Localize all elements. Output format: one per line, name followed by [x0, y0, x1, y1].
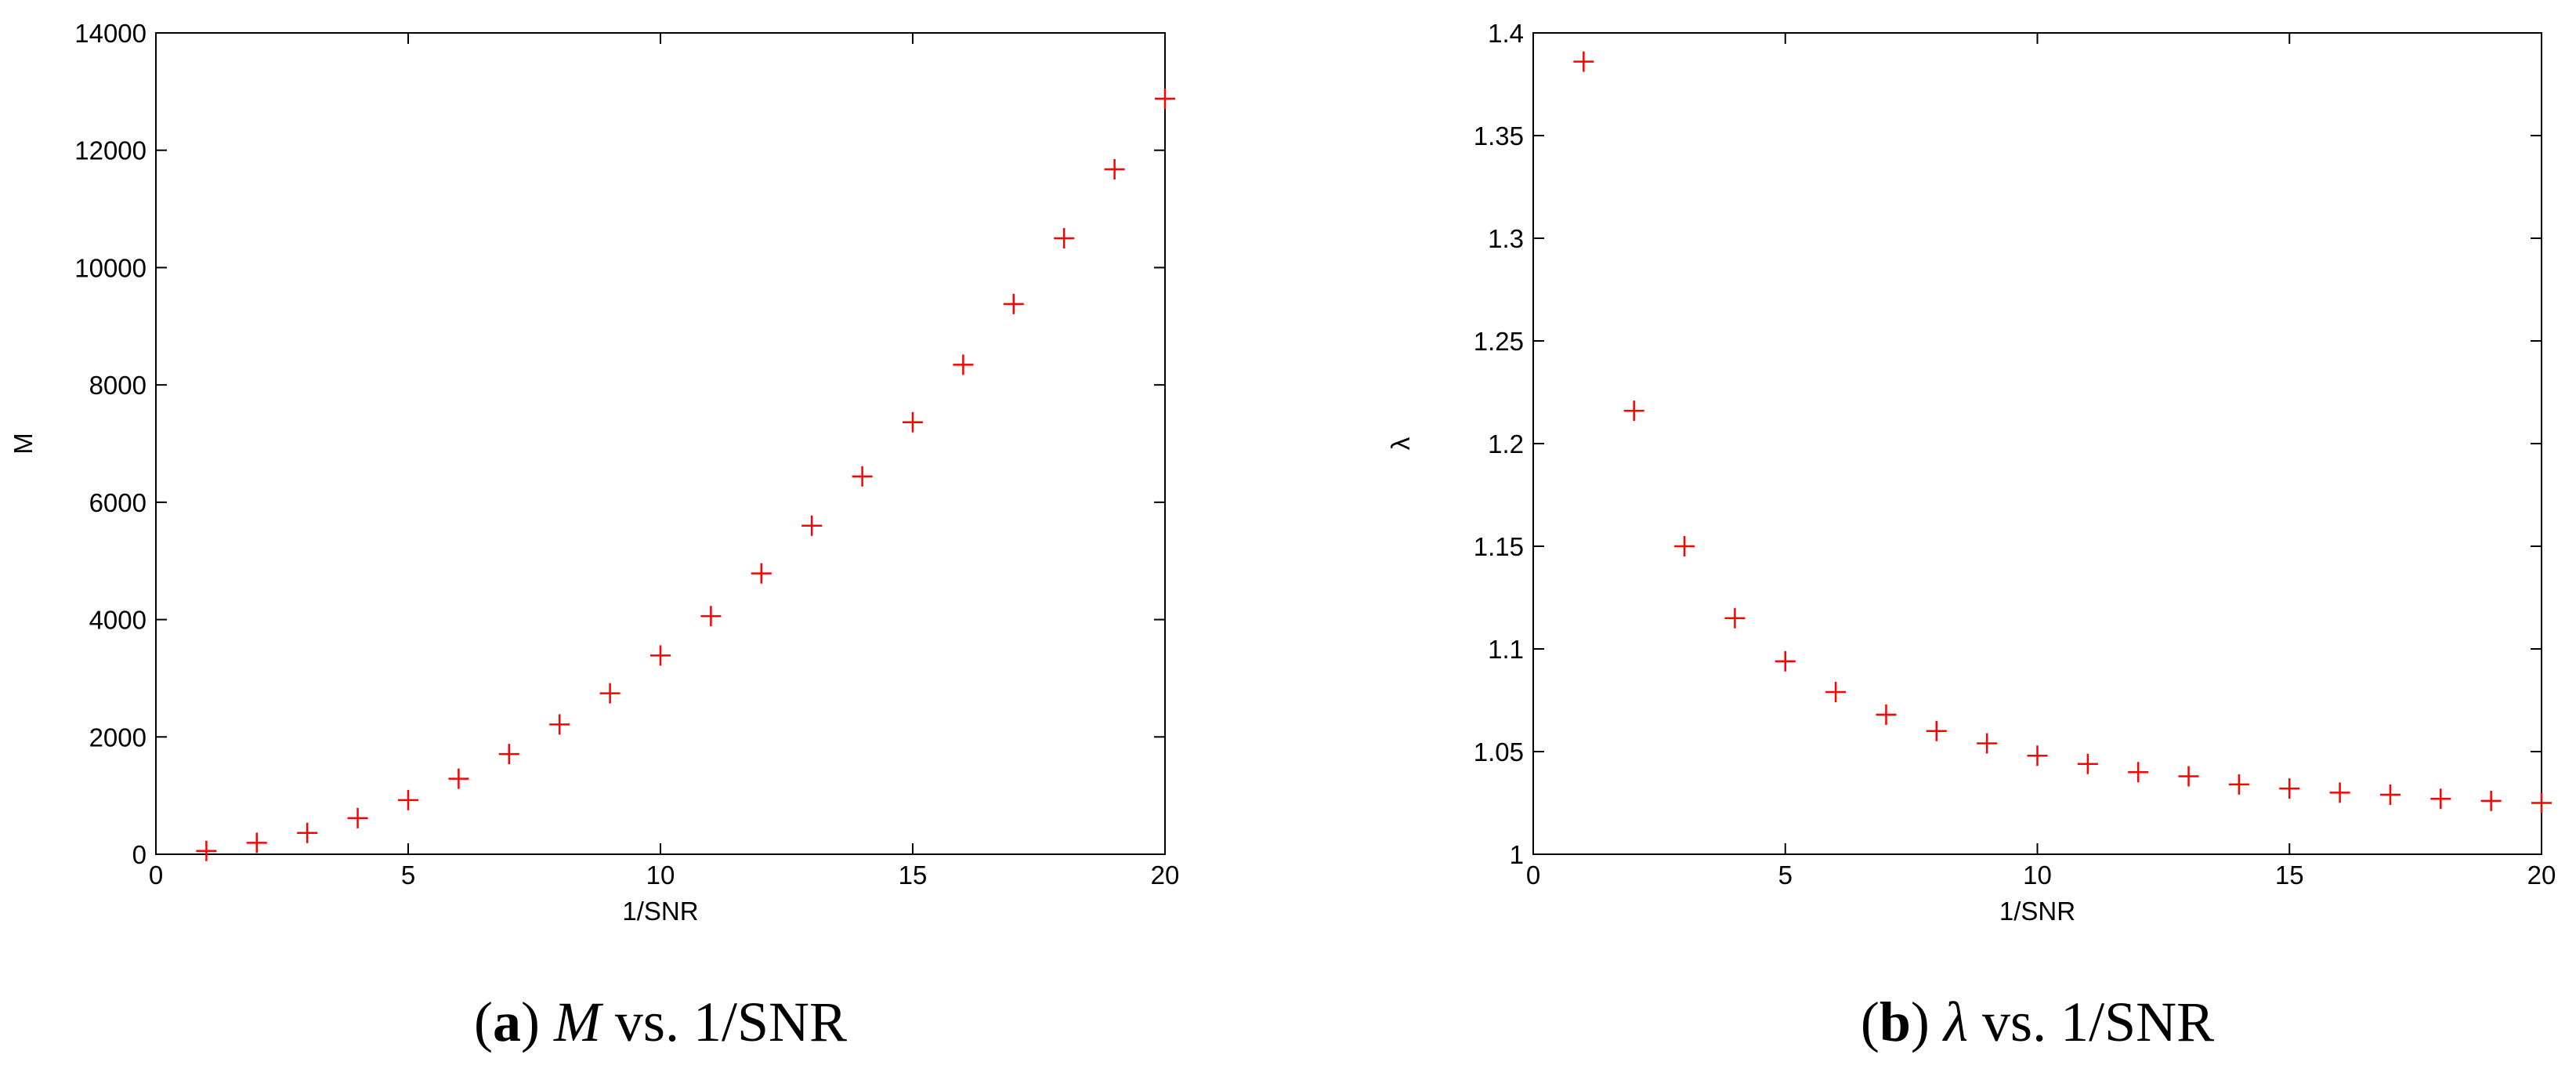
- point: [448, 768, 469, 789]
- plot-area: [155, 32, 1166, 855]
- x-tick-label: 0: [149, 861, 163, 890]
- y-tick-label: 0: [132, 840, 147, 869]
- y-axis-label: λ: [1386, 437, 1415, 450]
- point: [1977, 733, 1998, 754]
- point: [246, 832, 267, 853]
- y-tick-label: 1.2: [1488, 429, 1524, 458]
- plot-area: [1532, 32, 2542, 855]
- point: [196, 840, 217, 861]
- y-tick-label: 2000: [89, 723, 147, 752]
- point: [852, 466, 873, 487]
- caption-part: ): [521, 991, 554, 1053]
- point: [953, 354, 974, 375]
- point: [2480, 790, 2502, 811]
- caption-part: (: [474, 991, 493, 1053]
- x-tick-label: 20: [2527, 861, 2556, 890]
- x-tick-label: 10: [646, 861, 675, 890]
- point: [347, 807, 368, 828]
- y-tick-label: 1.35: [1474, 121, 1524, 150]
- caption-part: (: [1861, 991, 1880, 1053]
- chart: 0 5 10 15 20 1 1.05 1.1 1.15 1.2 1.25 1.3 1.35 1.4 1/S…: [1386, 19, 2556, 1053]
- y-tick-label: 12000: [74, 136, 147, 165]
- point: [1104, 158, 1125, 179]
- point: [1003, 293, 1024, 314]
- point: [1724, 607, 1746, 629]
- caption-part: M: [553, 991, 604, 1053]
- point: [1825, 682, 1847, 703]
- y-tick-label: 1.1: [1488, 635, 1524, 664]
- point: [1775, 650, 1796, 672]
- point: [398, 789, 418, 810]
- caption-part: λ: [1942, 991, 1968, 1053]
- caption-part: vs. 1/SNR: [1968, 991, 2214, 1053]
- chart: 0 5 10 15 20 0 2000 4000 6000 8000 10000 12000 14000…: [9, 19, 1179, 1053]
- point: [1926, 720, 1947, 741]
- point: [903, 411, 923, 433]
- point: [2279, 778, 2300, 799]
- point: [1674, 536, 1695, 556]
- point: [2228, 774, 2249, 795]
- point: [801, 515, 823, 536]
- point: [2178, 766, 2199, 787]
- y-tick-label: 4000: [89, 606, 147, 635]
- point: [2329, 782, 2350, 803]
- point: [1573, 51, 1594, 72]
- x-tick-label: 10: [2023, 861, 2052, 890]
- y-tick-label: 1.05: [1474, 737, 1524, 766]
- x-tick-label: 5: [1778, 861, 1793, 890]
- caption-part: b: [1880, 991, 1911, 1053]
- point: [297, 822, 318, 843]
- y-tick-label: 1.4: [1488, 19, 1524, 48]
- point: [549, 714, 570, 735]
- point: [700, 606, 722, 627]
- point: [599, 683, 620, 704]
- caption: (b) λ vs. 1/SNR: [1861, 991, 2214, 1053]
- y-tick-label: 6000: [89, 488, 147, 517]
- y-tick-label: 1.25: [1474, 327, 1524, 356]
- y-tick-label: 10000: [74, 253, 147, 282]
- point: [751, 563, 772, 584]
- y-tick-label: 8000: [89, 371, 147, 400]
- x-tick-label: 5: [401, 861, 415, 890]
- y-axis-label: M: [9, 433, 38, 455]
- x-tick-label: 20: [1151, 861, 1180, 890]
- point: [2379, 785, 2401, 806]
- point: [2430, 788, 2451, 810]
- point: [650, 645, 671, 666]
- caption-part: vs. 1/SNR: [601, 991, 847, 1053]
- caption-part: ): [1911, 991, 1944, 1053]
- point: [1876, 704, 1897, 725]
- point: [1054, 228, 1075, 248]
- point: [2531, 792, 2552, 814]
- y-tick-label: 14000: [74, 19, 147, 48]
- point: [1155, 88, 1175, 109]
- x-tick-label: 15: [899, 861, 928, 890]
- point: [2027, 745, 2048, 766]
- caption: (a) M vs. 1/SNR: [474, 991, 847, 1053]
- x-tick-label: 0: [1526, 861, 1540, 890]
- point: [498, 744, 519, 765]
- point: [2077, 753, 2098, 774]
- y-tick-label: 1.3: [1488, 224, 1524, 253]
- point: [2128, 762, 2149, 783]
- y-tick-label: 1: [1510, 840, 1524, 869]
- caption-part: a: [493, 991, 521, 1053]
- y-tick-label: 1.15: [1474, 532, 1524, 561]
- point: [1623, 400, 1644, 422]
- x-axis-label: 1/SNR: [1999, 897, 2075, 926]
- x-axis-label: 1/SNR: [622, 897, 698, 926]
- x-tick-label: 15: [2275, 861, 2304, 890]
